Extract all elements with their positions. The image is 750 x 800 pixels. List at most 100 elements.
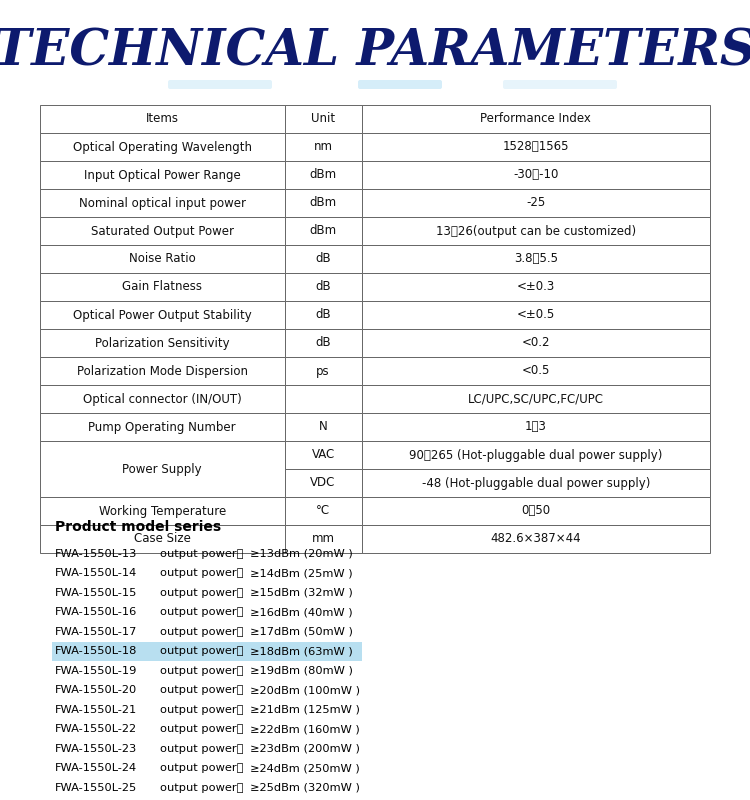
Bar — [362, 413, 710, 441]
Bar — [362, 525, 710, 553]
Text: FWA-1550L-15: FWA-1550L-15 — [55, 588, 137, 598]
Text: Items: Items — [146, 113, 178, 126]
Bar — [362, 273, 710, 301]
Text: FWA-1550L-19: FWA-1550L-19 — [55, 666, 137, 676]
Text: Saturated Output Power: Saturated Output Power — [91, 225, 234, 238]
Text: mm: mm — [311, 533, 334, 546]
Bar — [284, 105, 362, 133]
Text: dBm: dBm — [310, 197, 337, 210]
Text: dB: dB — [315, 337, 331, 350]
Text: 90～265 (Hot-pluggable dual power supply): 90～265 (Hot-pluggable dual power supply) — [409, 449, 662, 462]
Bar — [362, 189, 710, 217]
Text: TECHNICAL PARAMETERS: TECHNICAL PARAMETERS — [0, 27, 750, 77]
Bar — [284, 413, 362, 441]
Bar — [362, 161, 710, 189]
Text: FWA-1550L-13: FWA-1550L-13 — [55, 549, 137, 558]
Text: ≥20dBm (100mW ): ≥20dBm (100mW ) — [250, 686, 360, 695]
Text: output power，: output power， — [160, 763, 244, 774]
Text: output power，: output power， — [160, 549, 244, 558]
Bar — [362, 133, 710, 161]
FancyBboxPatch shape — [168, 80, 272, 89]
Text: FWA-1550L-23: FWA-1550L-23 — [55, 744, 137, 754]
Text: ≥18dBm (63mW ): ≥18dBm (63mW ) — [250, 646, 352, 656]
Bar — [40, 189, 284, 217]
Bar — [40, 161, 284, 189]
Bar — [284, 525, 362, 553]
Text: ≥13dBm (20mW ): ≥13dBm (20mW ) — [250, 549, 352, 558]
Text: Optical Operating Wavelength: Optical Operating Wavelength — [73, 141, 252, 154]
Text: Polarization Sensitivity: Polarization Sensitivity — [95, 337, 230, 350]
FancyBboxPatch shape — [503, 80, 617, 89]
Bar — [284, 329, 362, 357]
Bar — [40, 329, 284, 357]
Text: FWA-1550L-18: FWA-1550L-18 — [55, 646, 137, 656]
Bar — [362, 469, 710, 497]
Text: output power，: output power， — [160, 744, 244, 754]
Bar — [40, 245, 284, 273]
Text: FWA-1550L-21: FWA-1550L-21 — [55, 705, 137, 714]
Text: ≥17dBm (50mW ): ≥17dBm (50mW ) — [250, 626, 352, 637]
Bar — [284, 441, 362, 469]
Text: FWA-1550L-25: FWA-1550L-25 — [55, 782, 137, 793]
Text: -48 (Hot-pluggable dual power supply): -48 (Hot-pluggable dual power supply) — [422, 477, 650, 490]
Text: ≥25dBm (320mW ): ≥25dBm (320mW ) — [250, 782, 360, 793]
Text: FWA-1550L-24: FWA-1550L-24 — [55, 763, 137, 774]
Text: LC/UPC,SC/UPC,FC/UPC: LC/UPC,SC/UPC,FC/UPC — [468, 393, 604, 406]
Text: dBm: dBm — [310, 169, 337, 182]
Bar — [40, 301, 284, 329]
Text: FWA-1550L-17: FWA-1550L-17 — [55, 626, 137, 637]
FancyBboxPatch shape — [358, 80, 442, 89]
Bar — [284, 133, 362, 161]
Text: Unit: Unit — [311, 113, 335, 126]
Text: ≥22dBm (160mW ): ≥22dBm (160mW ) — [250, 724, 360, 734]
Bar — [362, 301, 710, 329]
Bar — [362, 329, 710, 357]
Text: 0～50: 0～50 — [521, 505, 550, 518]
Text: ≥21dBm (125mW ): ≥21dBm (125mW ) — [250, 705, 360, 714]
Text: output power，: output power， — [160, 705, 244, 714]
Text: ≥23dBm (200mW ): ≥23dBm (200mW ) — [250, 744, 360, 754]
Text: <0.2: <0.2 — [521, 337, 550, 350]
Text: 13～26(output can be customized): 13～26(output can be customized) — [436, 225, 636, 238]
Text: dB: dB — [315, 309, 331, 322]
Text: output power，: output power， — [160, 626, 244, 637]
Text: output power，: output power， — [160, 782, 244, 793]
Text: nm: nm — [314, 141, 332, 154]
Text: output power，: output power， — [160, 588, 244, 598]
Text: output power，: output power， — [160, 686, 244, 695]
Text: Nominal optical input power: Nominal optical input power — [79, 197, 246, 210]
Text: ≥16dBm (40mW ): ≥16dBm (40mW ) — [250, 607, 352, 618]
Text: Performance Index: Performance Index — [480, 113, 591, 126]
Text: Product model series: Product model series — [55, 520, 221, 534]
Text: FWA-1550L-20: FWA-1550L-20 — [55, 686, 137, 695]
Text: <±0.5: <±0.5 — [517, 309, 555, 322]
Text: ≥15dBm (32mW ): ≥15dBm (32mW ) — [250, 588, 352, 598]
Text: ps: ps — [316, 365, 330, 378]
Bar — [284, 469, 362, 497]
Bar — [284, 357, 362, 385]
Bar — [284, 245, 362, 273]
Text: dB: dB — [315, 281, 331, 294]
Bar — [284, 217, 362, 245]
Text: Input Optical Power Range: Input Optical Power Range — [84, 169, 241, 182]
Text: Working Temperature: Working Temperature — [99, 505, 226, 518]
Text: ≥19dBm (80mW ): ≥19dBm (80mW ) — [250, 666, 352, 676]
Bar — [284, 385, 362, 413]
Text: Case Size: Case Size — [134, 533, 190, 546]
Bar — [40, 105, 284, 133]
Text: dB: dB — [315, 253, 331, 266]
Bar — [40, 133, 284, 161]
Bar — [362, 245, 710, 273]
Bar — [362, 357, 710, 385]
Text: ≥14dBm (25mW ): ≥14dBm (25mW ) — [250, 568, 352, 578]
Bar — [52, 642, 362, 661]
Text: -25: -25 — [526, 197, 545, 210]
Text: 1～3: 1～3 — [525, 421, 547, 434]
Text: 3.8～5.5: 3.8～5.5 — [514, 253, 558, 266]
Bar — [362, 105, 710, 133]
Text: Gain Flatness: Gain Flatness — [122, 281, 202, 294]
Text: output power，: output power， — [160, 568, 244, 578]
Bar — [40, 441, 284, 497]
Text: °C: °C — [316, 505, 330, 518]
Text: FWA-1550L-16: FWA-1550L-16 — [55, 607, 137, 618]
